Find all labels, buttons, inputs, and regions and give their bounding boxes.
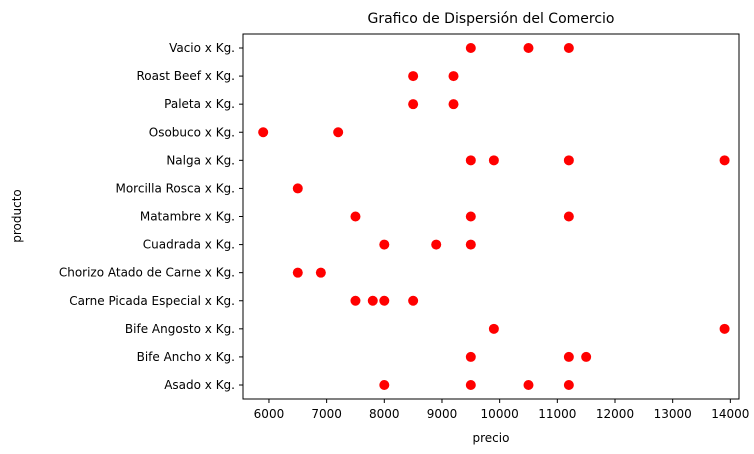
data-point	[350, 211, 361, 222]
data-point	[448, 99, 459, 110]
x-tick-label: 14000	[711, 407, 749, 421]
y-tick-label: Asado x Kg.	[164, 378, 235, 392]
data-point	[408, 99, 419, 110]
data-point	[719, 323, 730, 334]
data-point	[292, 183, 303, 194]
data-point	[581, 351, 592, 362]
x-tick-label: 13000	[654, 407, 692, 421]
data-point	[465, 211, 476, 222]
data-point	[563, 155, 574, 166]
data-point	[315, 267, 326, 278]
data-point	[719, 155, 730, 166]
y-axis-label: producto	[10, 189, 24, 243]
data-point	[465, 155, 476, 166]
x-tick-label: 9000	[427, 407, 458, 421]
data-point	[431, 239, 442, 250]
data-point	[408, 295, 419, 306]
x-axis-label: precio	[473, 431, 510, 445]
y-tick-label: Nalga x Kg.	[166, 153, 235, 167]
data-point	[292, 267, 303, 278]
data-point	[488, 155, 499, 166]
data-point	[465, 380, 476, 390]
data-point	[465, 43, 476, 53]
plot-frame	[242, 33, 740, 400]
data-point	[465, 239, 476, 250]
data-point	[563, 43, 574, 53]
y-tick-label: Vacio x Kg.	[169, 41, 235, 55]
y-tick-label: Paleta x Kg.	[164, 97, 235, 111]
data-point	[379, 295, 390, 306]
data-point	[523, 43, 534, 53]
y-tick-label: Chorizo Atado de Carne x Kg.	[59, 266, 235, 280]
data-point	[563, 351, 574, 362]
data-point	[465, 351, 476, 362]
y-tick-label: Morcilla Rosca x Kg.	[115, 181, 235, 195]
data-point	[379, 239, 390, 250]
data-point	[488, 323, 499, 334]
y-tick-label: Cuadrada x Kg.	[143, 238, 235, 252]
x-tick-label: 11000	[538, 407, 576, 421]
x-tick-label: 8000	[369, 407, 400, 421]
data-point	[350, 295, 361, 306]
y-tick-label: Bife Ancho x Kg.	[137, 350, 235, 364]
data-point	[563, 211, 574, 222]
y-tick-label: Bife Angosto x Kg.	[125, 322, 235, 336]
data-point	[523, 380, 534, 390]
y-tick-label: Matambre x Kg.	[140, 210, 235, 224]
y-tick-label: Roast Beef x Kg.	[136, 69, 235, 83]
data-point	[563, 380, 574, 390]
x-tick-label: 10000	[481, 407, 519, 421]
data-point	[367, 295, 378, 306]
plot-area: 6000 7000 8000 9000 10000 11000 12000 13000 1400…	[59, 41, 750, 421]
data-point	[333, 127, 344, 138]
y-tick-label: Carne Picada Especial x Kg.	[69, 294, 235, 308]
data-point	[408, 71, 419, 82]
data-point	[379, 380, 390, 390]
data-point	[258, 127, 269, 138]
chart-title: Grafico de Dispersión del Comercio	[368, 11, 615, 27]
x-tick-label: 6000	[254, 407, 285, 421]
data-point	[448, 71, 459, 82]
x-tick-label: 7000	[311, 407, 342, 421]
x-tick-label: 12000	[596, 407, 634, 421]
y-tick-label: Osobuco x Kg.	[149, 125, 235, 139]
